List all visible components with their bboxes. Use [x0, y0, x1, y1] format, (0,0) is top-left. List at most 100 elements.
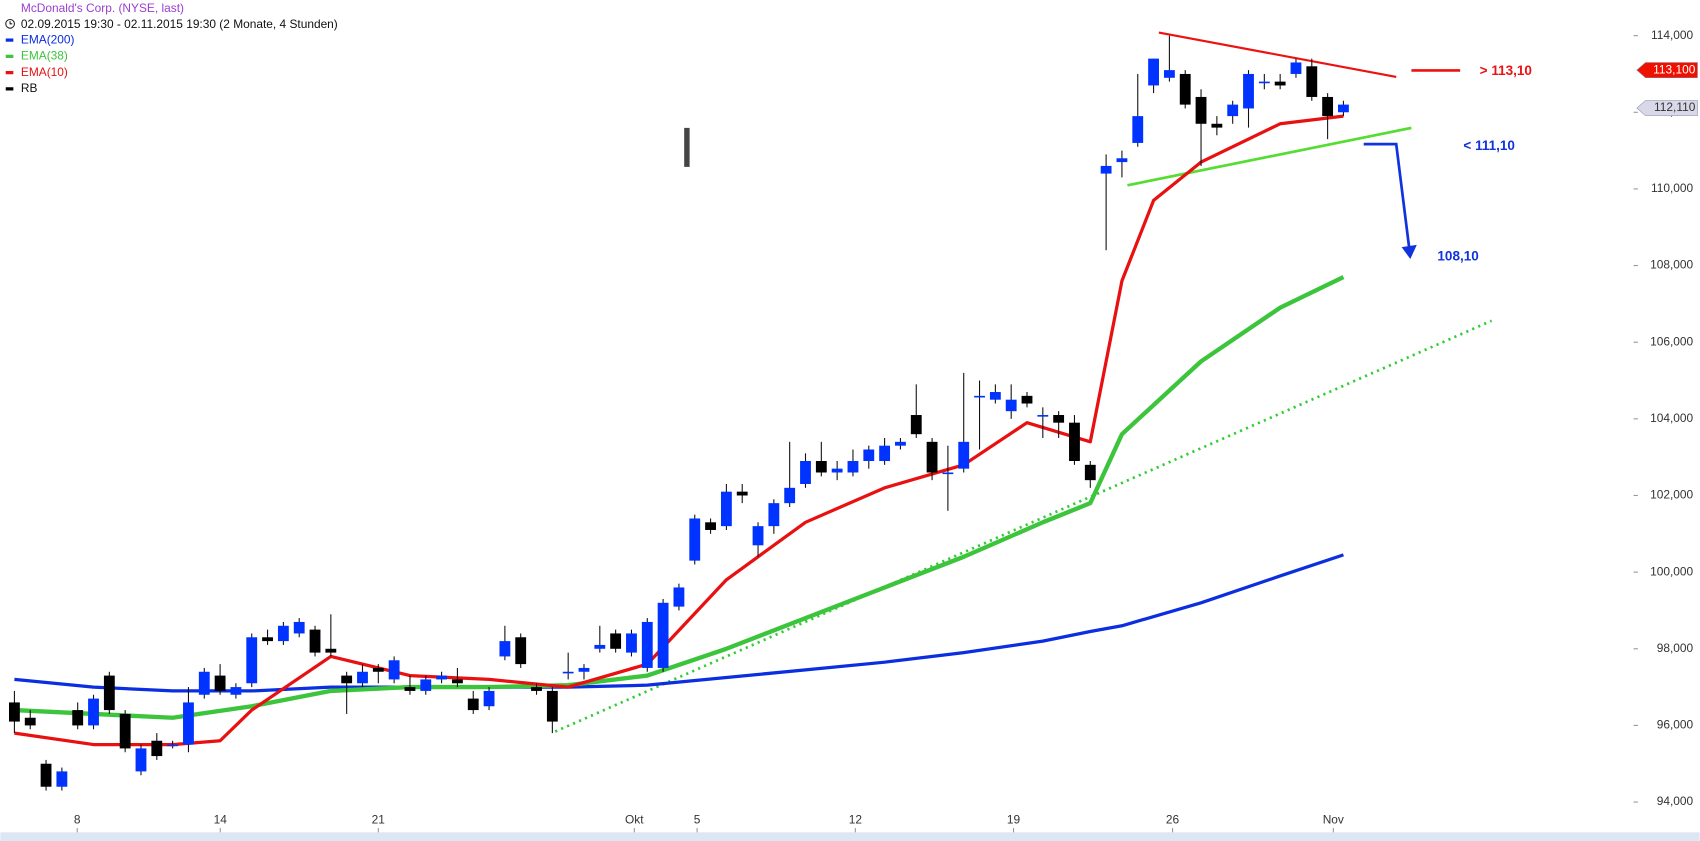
candle-body — [230, 687, 242, 695]
candle-body — [404, 687, 416, 691]
candle-body — [594, 644, 606, 649]
ema-line — [14, 275, 1345, 720]
legend-label: EMA(38) — [21, 49, 68, 63]
candle-body — [214, 675, 226, 691]
candle-body — [1179, 73, 1191, 105]
candle-body — [736, 491, 748, 496]
x-tick-label: 19 — [1007, 813, 1021, 827]
candle-body — [531, 687, 542, 691]
candle-body — [974, 395, 985, 398]
candle-body — [800, 461, 811, 484]
chart-title: McDonald's Corp. (NYSE, last) — [21, 1, 184, 15]
target-arrow — [1363, 142, 1411, 249]
y-tick-label: 96,000 — [1657, 718, 1694, 732]
clock-icon — [5, 18, 15, 29]
candle-body — [705, 522, 716, 530]
candle-body — [1053, 415, 1065, 423]
candle-body — [562, 671, 574, 674]
candle-body — [341, 675, 353, 684]
candle-body — [467, 698, 479, 711]
legend-label: EMA(200) — [21, 32, 75, 46]
candle-body — [626, 633, 637, 653]
support-line — [1127, 126, 1412, 187]
candle-body — [910, 415, 922, 435]
chart-subtitle: 02.09.2015 19:30 - 02.11.2015 19:30 (2 M… — [21, 17, 338, 31]
candle-body — [293, 621, 305, 634]
candle-body — [388, 660, 400, 680]
candle-body — [103, 675, 115, 711]
candle-body — [768, 503, 780, 527]
candle-body — [720, 491, 732, 527]
y-tick-label: 108,000 — [1650, 258, 1693, 272]
resistance-line — [1158, 31, 1397, 79]
candle-body — [958, 441, 970, 469]
x-tick-label: 26 — [1166, 813, 1180, 827]
candle-body — [610, 633, 622, 649]
clock-hands — [9, 21, 13, 25]
x-tick-label: 21 — [372, 813, 386, 827]
candle-body — [863, 449, 875, 462]
y-tick-label: 102,000 — [1650, 488, 1693, 502]
candle-body — [831, 468, 843, 473]
candle-body — [1037, 415, 1049, 417]
candle-body — [578, 667, 590, 672]
candle-body — [1258, 81, 1270, 84]
candle-body — [262, 637, 273, 642]
candle-body — [879, 445, 891, 462]
price-tag — [1636, 62, 1698, 78]
candle-body — [1163, 70, 1175, 78]
price-tag-label: 113,100 — [1653, 62, 1696, 76]
candle-body — [1322, 96, 1334, 117]
candle-body — [24, 717, 36, 726]
candle-body — [483, 690, 495, 707]
candle-body — [357, 671, 368, 684]
candle-body — [1132, 116, 1144, 143]
candle-body — [641, 621, 653, 668]
x-tick-label: 5 — [694, 813, 701, 827]
candle-body — [1211, 123, 1223, 128]
candle-body — [657, 602, 669, 668]
candle-body — [1227, 104, 1239, 117]
x-axis-strip — [0, 832, 1700, 841]
legend-label: RB — [21, 81, 38, 95]
candle-body — [1290, 62, 1302, 74]
candle-body — [1005, 399, 1017, 412]
candle-body — [420, 679, 432, 691]
candle-body — [452, 679, 463, 684]
trend-line — [554, 319, 1493, 733]
candle-body — [1274, 81, 1286, 86]
candle-body — [752, 526, 764, 546]
y-tick-label: 114,000 — [1651, 28, 1694, 42]
y-tick-label: 110,000 — [1651, 181, 1694, 195]
candle-body — [72, 710, 84, 726]
candle-body — [815, 461, 827, 473]
candle-body — [309, 629, 321, 653]
annotation: 108,10 — [1437, 248, 1478, 263]
candle-body — [167, 744, 179, 747]
x-tick-label: 12 — [849, 813, 863, 827]
candle-body — [515, 637, 527, 665]
candle-body — [88, 698, 99, 726]
candle-body — [277, 625, 289, 642]
x-tick-label: Nov — [1323, 813, 1344, 827]
candle-body — [135, 748, 147, 772]
candle-body — [1116, 158, 1128, 163]
annotation: < 111,10 — [1463, 138, 1515, 153]
candle-body — [989, 392, 1001, 400]
candle-body — [1338, 104, 1349, 113]
candle-body — [198, 671, 210, 695]
candle-body — [895, 441, 906, 446]
candle-body — [1021, 395, 1033, 404]
logo — [684, 127, 690, 167]
candle-body — [119, 713, 131, 749]
price-tag — [1636, 100, 1698, 116]
candle-body — [1069, 422, 1080, 462]
legend-label: EMA(10) — [21, 65, 68, 79]
candle-body — [1148, 58, 1159, 86]
candle-body — [436, 675, 448, 680]
candle-body — [183, 702, 194, 745]
y-tick-label: 106,000 — [1650, 334, 1693, 348]
candle-body — [1100, 165, 1112, 174]
